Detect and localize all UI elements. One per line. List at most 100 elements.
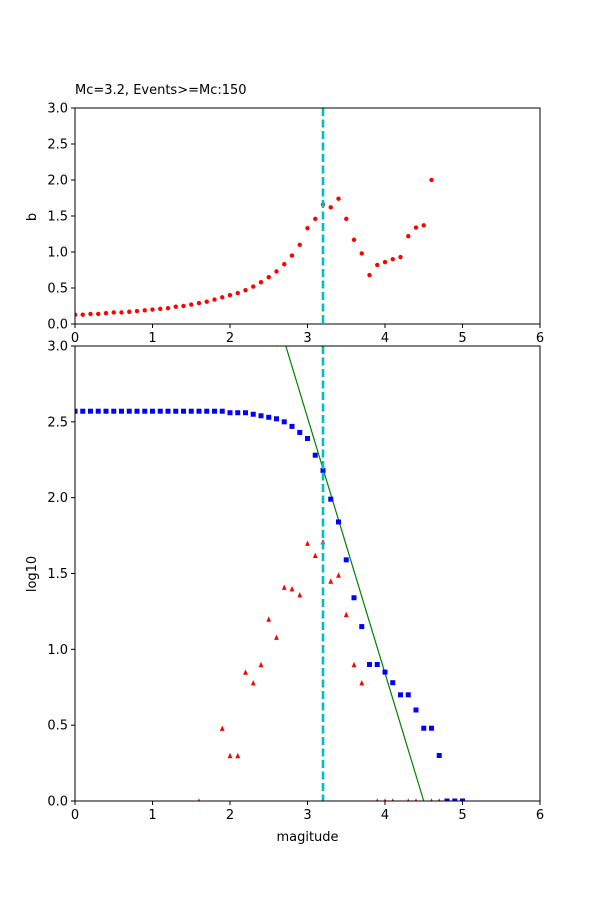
- frequency-magnitude-panel: log10 magitude 0 1 2 3 4 5 6 0.0 0.5 1.0 1.5 2.0 2.5…: [25, 340, 544, 846]
- bottom-square-point: [374, 662, 380, 667]
- top-dot-point: [367, 272, 372, 278]
- bottom-square-point: [436, 753, 442, 758]
- bottom-triangle-point: [219, 725, 225, 731]
- bottom-square-point: [328, 496, 334, 502]
- bottom-square-point: [312, 452, 318, 458]
- top-dot-point: [375, 262, 380, 268]
- bottom-x-tick-label: 5: [458, 808, 466, 823]
- top-y-tick-label: 0.0: [47, 318, 68, 333]
- top-dot-point: [150, 307, 155, 312]
- bottom-square-point: [75, 408, 78, 414]
- bottom-x-tick-label: 6: [536, 808, 544, 823]
- top-dot-point: [413, 225, 419, 230]
- bottom-triangle-point: [351, 661, 357, 668]
- top-dot-point: [96, 311, 101, 317]
- top-dot-point: [406, 233, 411, 239]
- top-dot-point: [251, 284, 256, 289]
- bottom-square-point: [243, 410, 248, 416]
- bottom-triangle-point: [438, 798, 441, 801]
- top-dot-point: [80, 312, 85, 317]
- bottom-square-point: [95, 408, 101, 414]
- top-dot-point: [134, 308, 140, 314]
- bottom-triangle-point: [250, 680, 256, 686]
- bottom-square-point: [196, 408, 202, 414]
- bottom-x-tick-label: 0: [71, 808, 79, 823]
- top-chart-title: Mc=3.2, Events>=Mc:150: [75, 83, 247, 98]
- top-dot-point: [196, 300, 202, 306]
- bottom-square-point: [212, 408, 217, 414]
- bottom-square-point: [398, 692, 403, 698]
- top-dot-point: [429, 177, 434, 183]
- top-dot-point: [88, 311, 93, 317]
- top-dot-point: [173, 304, 178, 309]
- bottom-square-point: [188, 408, 194, 414]
- top-plot-content: [75, 108, 434, 324]
- top-x-tick-label: 5: [458, 331, 466, 346]
- bottom-square-point: [421, 725, 427, 731]
- bottom-square-point: [157, 408, 163, 414]
- top-dot-point: [351, 237, 357, 242]
- bottom-square-point: [80, 408, 86, 414]
- top-dot-point: [243, 287, 248, 293]
- bottom-square-point: [336, 519, 341, 525]
- bottom-x-tick-label: 2: [226, 808, 234, 823]
- bottom-y-tick-label: 2.0: [47, 491, 68, 506]
- top-dot-point: [282, 262, 287, 267]
- bottom-y-tick-label: 0.5: [47, 719, 68, 734]
- bottom-square-point: [173, 408, 179, 414]
- bottom-square-point: [258, 413, 264, 419]
- bottom-square-point: [405, 692, 411, 698]
- top-dot-point: [204, 299, 209, 304]
- bottom-triangle-point: [297, 592, 303, 598]
- bottom-triangle-point: [289, 585, 295, 592]
- top-y-axis-label: b: [25, 213, 40, 221]
- top-y-tick-label: 2.0: [47, 174, 68, 189]
- top-dot-point: [181, 303, 186, 309]
- top-dot-point: [111, 310, 116, 315]
- bottom-y-tick-label: 0.0: [47, 795, 68, 810]
- bottom-square-point: [134, 408, 140, 414]
- top-x-tick-label: 3: [303, 331, 311, 346]
- bottom-square-point: [297, 429, 303, 435]
- bottom-square-point: [460, 798, 465, 801]
- top-y-tick-label: 3.0: [47, 102, 68, 117]
- bottom-square-point: [320, 467, 326, 473]
- bottom-square-point: [413, 707, 419, 713]
- bottom-triangle-point: [243, 669, 248, 675]
- bottom-square-point: [88, 408, 93, 414]
- bottom-triangle-point: [336, 572, 341, 578]
- bottom-square-point: [219, 408, 225, 414]
- bottom-square-point: [359, 624, 365, 630]
- bottom-x-tick-label: 1: [148, 808, 156, 823]
- bottom-triangle-point: [391, 798, 394, 801]
- bottom-square-point: [289, 423, 295, 429]
- top-x-tick-label: 2: [226, 331, 234, 346]
- bottom-triangle-point: [414, 798, 418, 801]
- top-x-tick-label: 6: [536, 331, 544, 346]
- fit-line: [285, 346, 425, 801]
- top-dot-point: [75, 312, 78, 317]
- bottom-square-point: [382, 669, 388, 675]
- bottom-square-point: [429, 725, 434, 731]
- bottom-x-axis-label: magitude: [276, 830, 338, 845]
- top-dot-point: [274, 269, 279, 274]
- bottom-square-point: [142, 408, 148, 414]
- bottom-y-tick-label: 1.5: [47, 567, 68, 582]
- bottom-square-point: [235, 410, 241, 416]
- top-x-tick-label: 0: [71, 331, 79, 346]
- bottom-triangle-point: [266, 616, 272, 622]
- bottom-triangle-point: [343, 611, 349, 618]
- b-value-panel: Mc=3.2, Events>=Mc:150 b 0 1 2 3 4 5 6 0.0 0.5 1.…: [25, 83, 544, 346]
- top-x-tick-label: 4: [381, 331, 389, 346]
- top-dot-point: [258, 280, 264, 285]
- bottom-y-tick-label: 2.5: [47, 415, 68, 430]
- bottom-square-point: [119, 408, 124, 414]
- bottom-triangle-point: [281, 584, 287, 590]
- top-y-tick-label: 1.5: [47, 210, 68, 225]
- bottom-triangle-point: [430, 798, 433, 801]
- bottom-square-point: [367, 662, 372, 667]
- top-dot-point: [103, 311, 109, 316]
- top-x-tick-label: 1: [148, 331, 156, 346]
- bottom-triangle-point: [227, 752, 233, 759]
- top-dot-point: [305, 226, 310, 231]
